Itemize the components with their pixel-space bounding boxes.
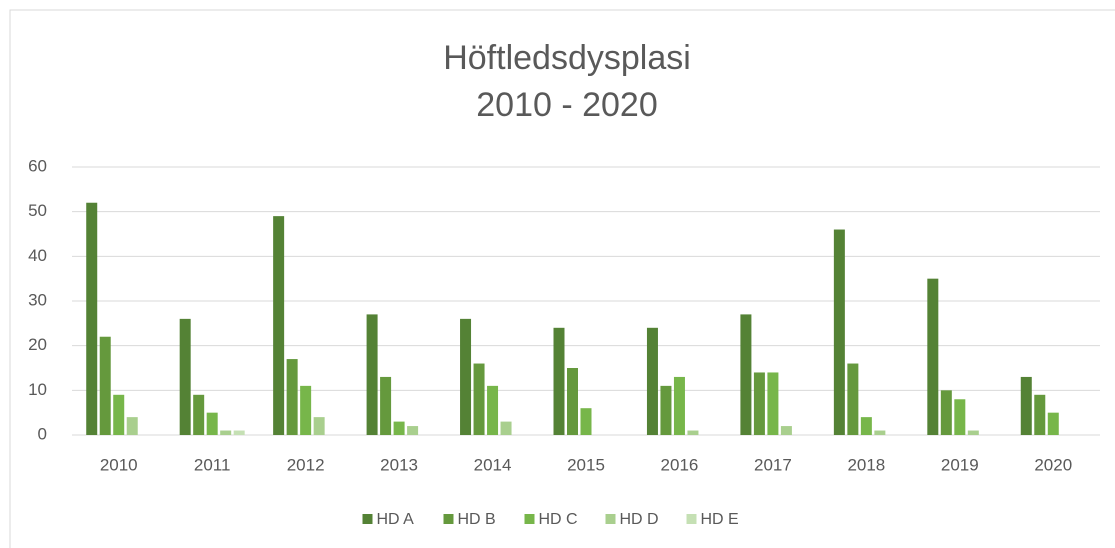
legend-swatch [362, 514, 373, 524]
legend-label: HD E [701, 511, 739, 528]
bar [313, 417, 325, 435]
bar [673, 376, 685, 435]
bar [473, 363, 485, 435]
bar [860, 417, 872, 435]
x-tick-label: 2015 [567, 455, 605, 474]
x-tick-label: 2012 [287, 455, 325, 474]
bar [567, 368, 578, 435]
bar [1034, 394, 1046, 435]
y-tick-label: 30 [28, 290, 47, 309]
bar [366, 314, 378, 435]
bar [460, 318, 472, 435]
x-tick-label: 2019 [941, 455, 979, 474]
bar [740, 314, 752, 435]
bar [767, 372, 779, 435]
bar [967, 430, 979, 435]
bar [286, 359, 298, 435]
y-tick-label: 60 [28, 156, 47, 175]
bar [407, 426, 419, 435]
bar [954, 399, 966, 435]
legend-swatch [605, 514, 616, 524]
bar [660, 385, 672, 435]
bar [646, 327, 658, 435]
x-tick-label: 2014 [474, 455, 512, 474]
x-tick-label: 2018 [847, 455, 885, 474]
bar [833, 229, 845, 435]
x-tick-label: 2020 [1034, 455, 1072, 474]
bar [753, 372, 765, 435]
x-tick-label: 2016 [661, 455, 699, 474]
bar [1047, 412, 1059, 435]
legend-swatch [443, 514, 454, 524]
chart-title: Höftledsdysplasi [443, 39, 691, 77]
bar [86, 202, 98, 435]
legend-label: HD C [539, 511, 578, 528]
bar [220, 430, 232, 435]
legend-swatch [524, 514, 535, 524]
x-tick-label: 2013 [380, 455, 418, 474]
bar [233, 430, 245, 435]
bar [300, 385, 312, 435]
bar [847, 363, 859, 435]
chart-subtitle: 2010 - 2020 [476, 86, 658, 124]
bar [126, 417, 138, 435]
bar [874, 430, 886, 435]
legend-label: HD D [620, 511, 659, 528]
y-tick-label: 0 [38, 424, 47, 443]
bar [193, 394, 205, 435]
bar [113, 394, 125, 435]
y-tick-label: 40 [28, 246, 47, 265]
chart-frame [9, 9, 1115, 548]
x-tick-label: 2010 [100, 455, 138, 474]
bar [273, 216, 285, 435]
bar [500, 421, 512, 435]
legend-label: HD B [458, 511, 496, 528]
y-tick-label: 20 [28, 335, 47, 354]
bar [380, 376, 392, 435]
bar [206, 412, 218, 435]
legend-label: HD A [377, 511, 415, 528]
y-tick-label: 50 [28, 201, 47, 220]
bar [780, 426, 792, 435]
x-tick-label: 2011 [194, 455, 231, 474]
bar [927, 278, 939, 435]
bar [940, 390, 952, 435]
y-tick-label: 10 [28, 380, 47, 399]
bar [580, 408, 592, 435]
x-tick-label: 2017 [754, 455, 792, 474]
legend-swatch [686, 514, 697, 524]
bar [1020, 376, 1032, 435]
bar [687, 430, 699, 435]
bar [393, 421, 405, 435]
bar [487, 385, 499, 435]
bar [553, 327, 565, 435]
bar [99, 336, 111, 435]
bar [179, 318, 191, 435]
